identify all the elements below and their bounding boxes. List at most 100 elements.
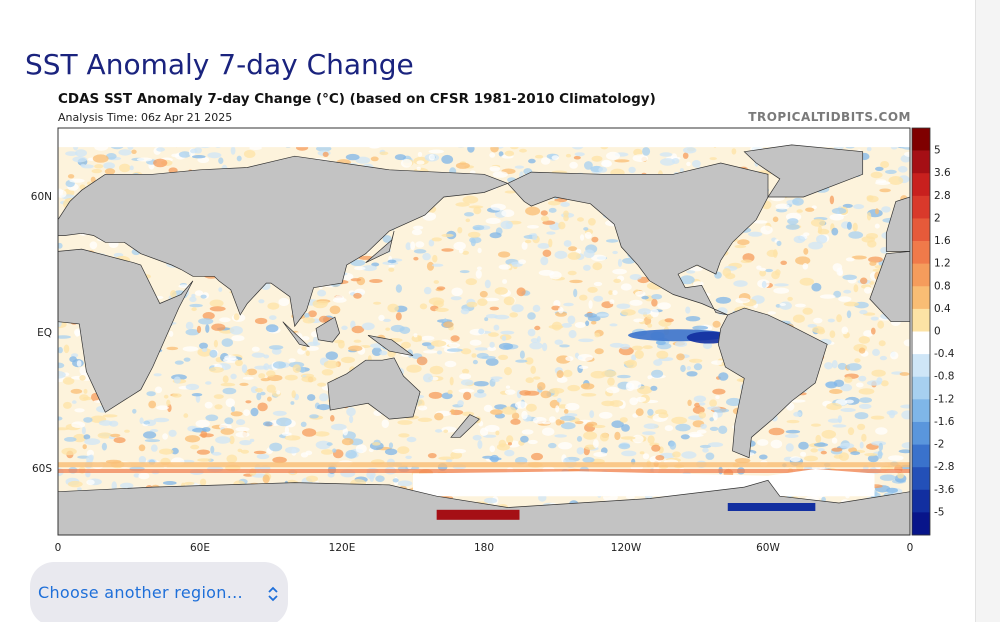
anomaly-patch [866, 146, 872, 152]
anomaly-patch [633, 318, 644, 323]
credit: TROPICALTIDBITS.COM [748, 110, 911, 124]
anomaly-patch [555, 419, 562, 426]
anomaly-patch [900, 404, 910, 409]
anomaly-patch [373, 301, 382, 305]
anomaly-patch [71, 421, 86, 429]
anomaly-patch [222, 387, 237, 395]
anomaly-patch [634, 350, 644, 359]
anomaly-patch [518, 259, 527, 265]
anomaly-patch [300, 421, 307, 427]
anomaly-patch [612, 250, 618, 255]
anomaly-patch [802, 263, 809, 270]
anomaly-patch [350, 278, 362, 282]
anomaly-patch [501, 209, 515, 217]
anomaly-patch [184, 435, 201, 443]
anomaly-patch [559, 344, 570, 348]
anomaly-patch [569, 279, 583, 284]
anomaly-patch [656, 350, 669, 359]
anomaly-patch [897, 472, 904, 479]
anomaly-patch [433, 280, 439, 284]
anomaly-patch [309, 414, 319, 419]
anomaly-patch [879, 474, 896, 481]
anomaly-patch [871, 327, 876, 335]
anomaly-patch [556, 376, 568, 383]
anomaly-patch [119, 163, 131, 173]
anomaly-patch [593, 295, 604, 302]
anomaly-patch [81, 426, 86, 435]
anomaly-patch [820, 450, 827, 455]
lon-label: 180 [474, 542, 494, 554]
anomaly-patch [436, 350, 443, 355]
anomaly-patch [800, 451, 807, 457]
anomaly-patch [463, 391, 472, 401]
anomaly-patch [674, 341, 688, 347]
anomaly-patch [660, 158, 676, 166]
anomaly-patch [843, 289, 852, 294]
anomaly-patch [573, 155, 581, 160]
anomaly-patch [528, 439, 538, 445]
anomaly-patch [504, 367, 512, 376]
anomaly-patch [265, 324, 279, 333]
anomaly-patch [73, 433, 86, 443]
anomaly-patch [511, 304, 524, 313]
anomaly-patch [803, 248, 809, 255]
anomaly-patch [832, 263, 843, 272]
land [282, 321, 311, 348]
anomaly-patch [861, 433, 867, 442]
anomaly-patch [870, 316, 879, 321]
anomaly-patch [792, 314, 805, 323]
anomaly-patch [75, 149, 87, 157]
anomaly-patch [726, 397, 742, 407]
anomaly-patch [844, 399, 854, 404]
anomaly-patch [813, 442, 829, 447]
anomaly-patch [276, 390, 281, 395]
anomaly-patch [81, 164, 94, 169]
anomaly-patch [370, 156, 379, 162]
anomaly-patch [489, 152, 496, 158]
anomaly-patch [587, 286, 598, 293]
anomaly-patch [302, 428, 317, 437]
anomaly-patch [872, 348, 880, 356]
anomaly-patch [870, 415, 885, 420]
anomaly-patch [875, 427, 888, 435]
anomaly-patch [618, 443, 631, 450]
anomaly-patch [213, 394, 224, 399]
anomaly-patch [466, 301, 478, 308]
anomaly-patch [460, 308, 470, 315]
anomaly-patch [209, 299, 224, 308]
anomaly-patch [542, 220, 556, 225]
sea-ice [58, 128, 910, 148]
colorbar-swatch [912, 467, 930, 491]
anomaly-patch [533, 416, 547, 424]
anomaly-patch [104, 168, 116, 175]
anomaly-patch [224, 355, 237, 361]
anomaly-patch [561, 323, 572, 328]
anomaly-patch [183, 413, 189, 418]
anomaly-patch [257, 402, 268, 412]
anomaly-patch [428, 149, 444, 154]
anomaly-patch [767, 311, 776, 315]
anomaly-patch [58, 189, 67, 198]
anomaly-patch [207, 152, 222, 159]
anomaly-patch [779, 303, 786, 306]
anomaly-patch [498, 251, 511, 258]
colorbar-swatch [912, 512, 930, 536]
anomaly-patch [567, 252, 581, 260]
anomaly-patch [490, 454, 499, 463]
anomaly-patch [262, 474, 270, 484]
anomaly-patch [398, 433, 410, 438]
anomaly-patch [699, 444, 712, 449]
anomaly-patch [583, 431, 598, 440]
anomaly-patch [727, 503, 816, 511]
anomaly-patch [613, 278, 622, 283]
anomaly-patch [867, 240, 877, 248]
anomaly-patch [556, 370, 564, 379]
anomaly-patch [94, 164, 104, 169]
anomaly-patch [583, 249, 595, 258]
anomaly-patch [832, 424, 847, 428]
anomaly-patch [759, 267, 766, 272]
region-select[interactable]: Choose another region... [30, 562, 288, 622]
anomaly-patch [477, 389, 485, 394]
anomaly-patch [178, 151, 191, 158]
anomaly-patch [628, 166, 636, 174]
